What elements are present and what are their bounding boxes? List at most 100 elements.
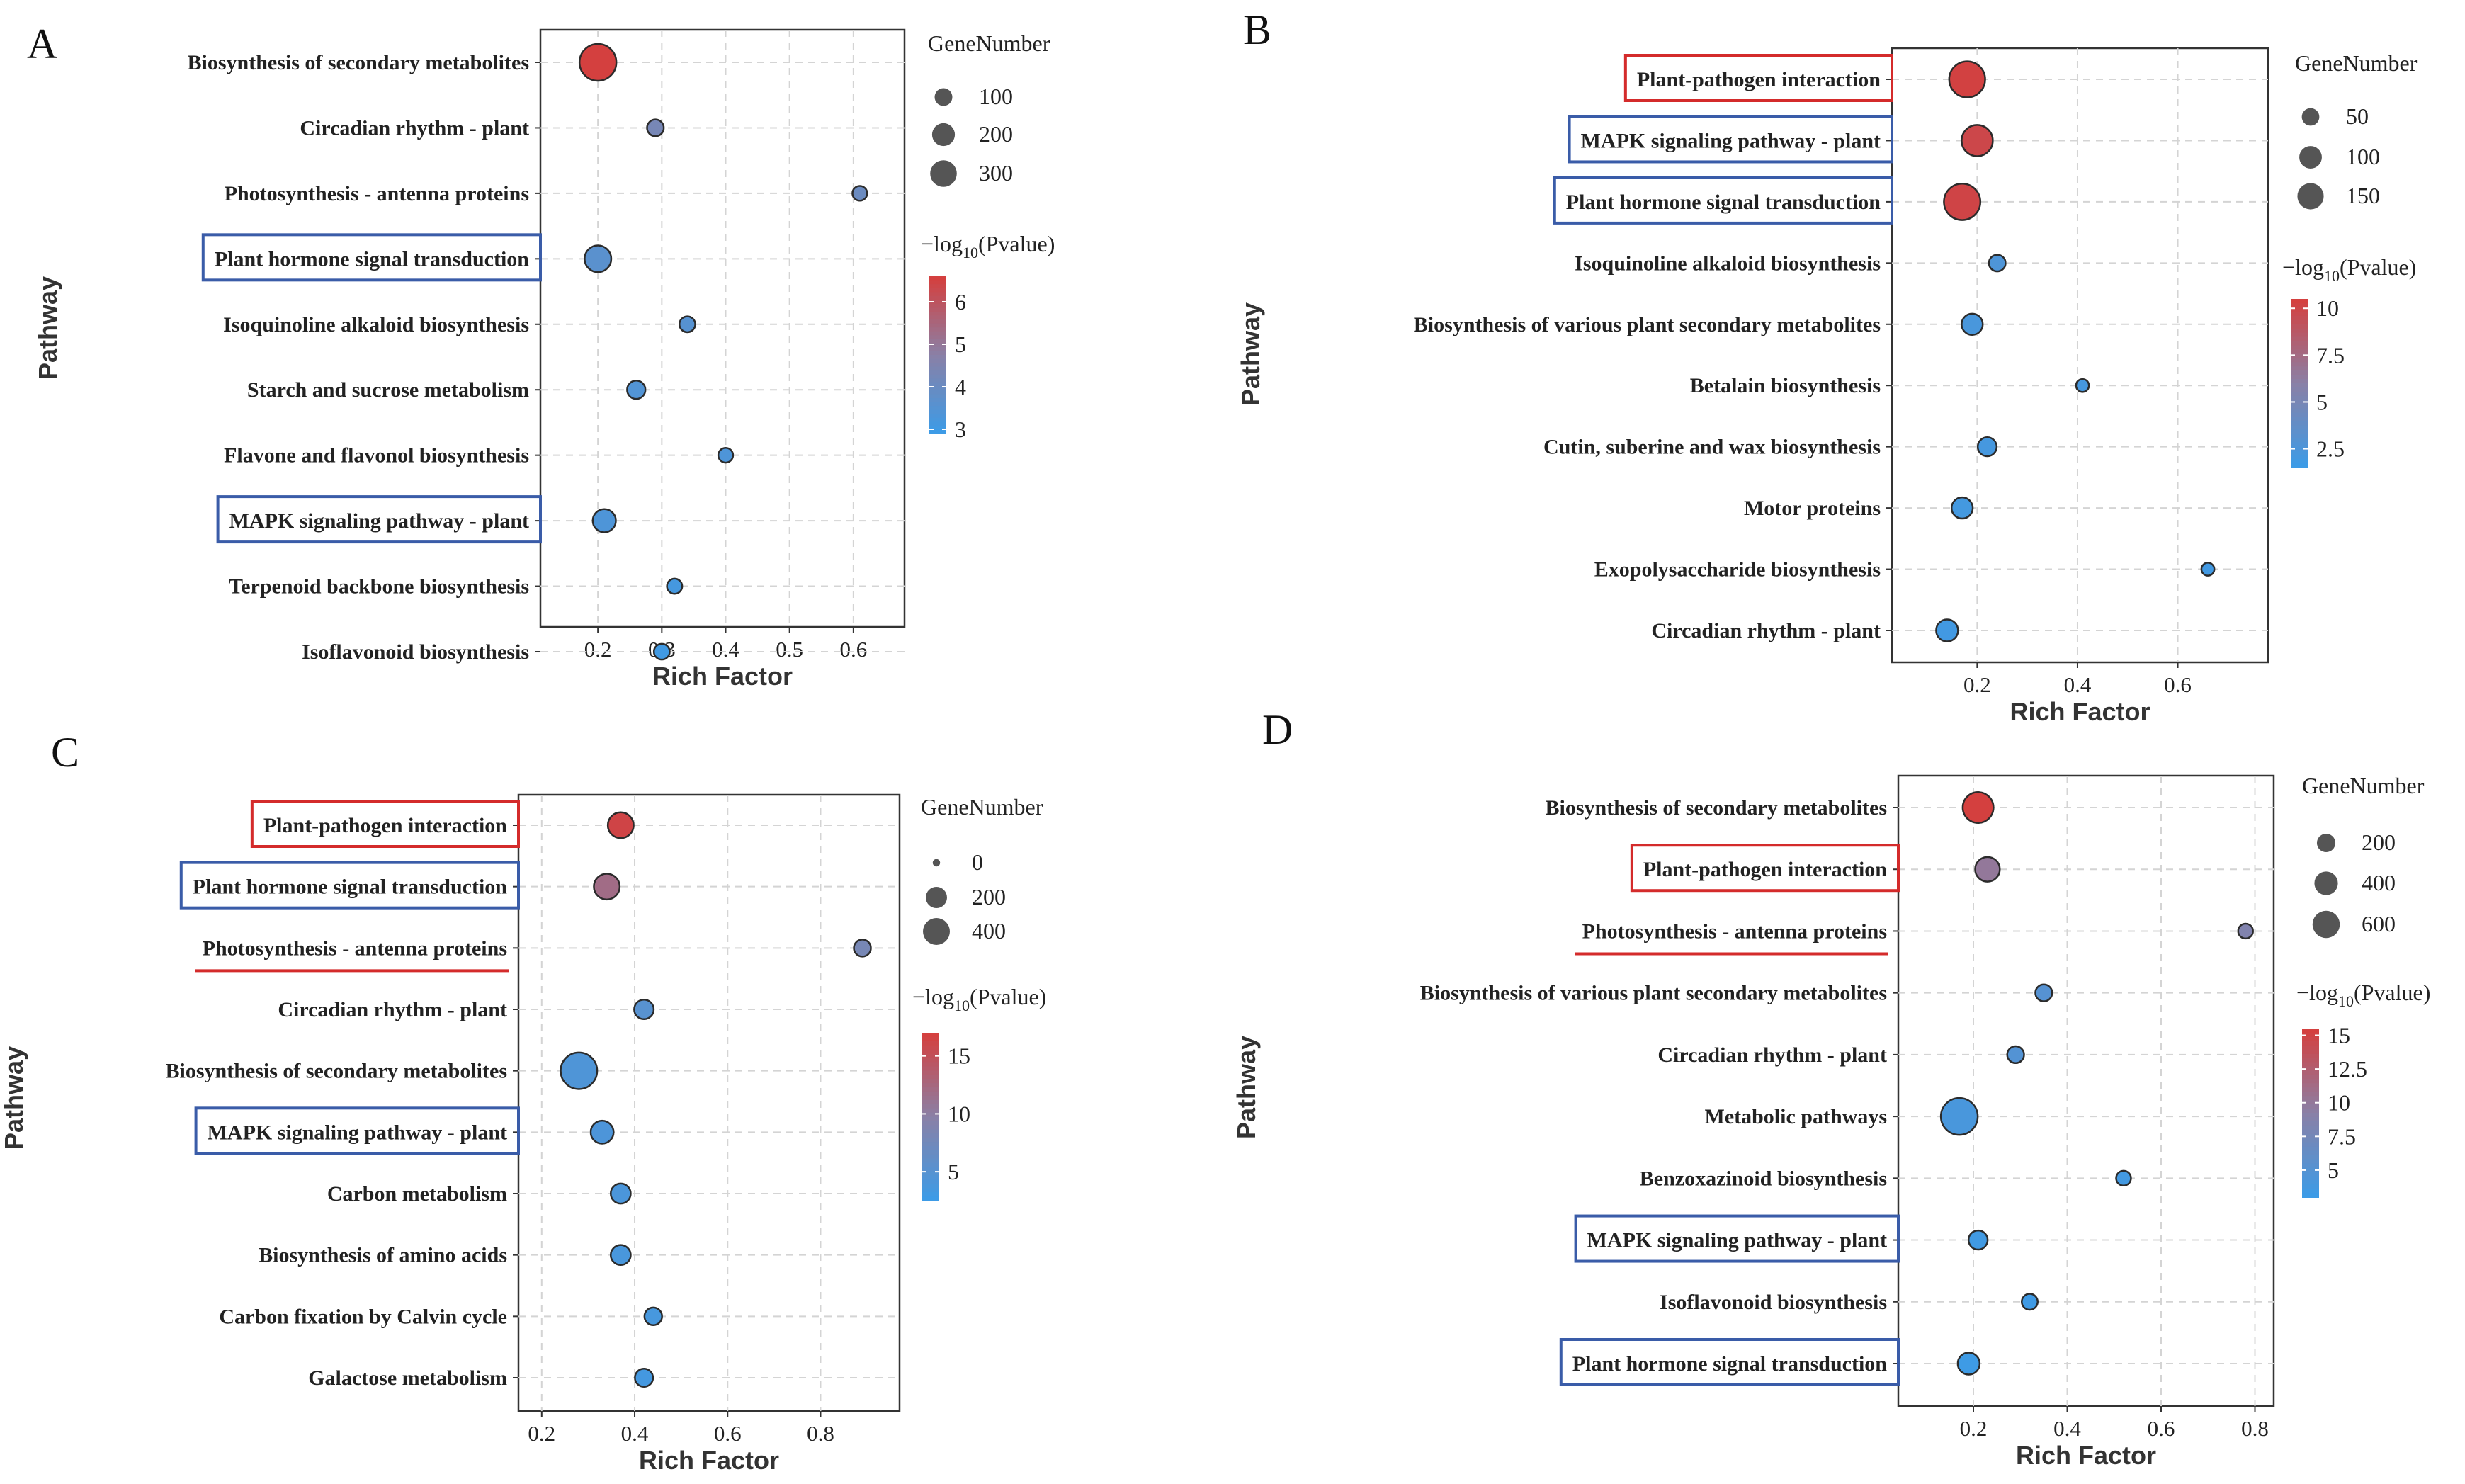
data-point [717,447,735,464]
colorbar-segment [2291,302,2308,308]
colorbar-segment [922,1033,939,1038]
pathway-label: Isoflavonoid biosynthesis [1660,1291,1887,1314]
colorbar-segment [929,300,946,305]
data-point [2200,562,2216,577]
data-point [1956,1352,1981,1376]
x-axis-title: Rich Factor [639,1446,779,1475]
colorbar-segment [922,1095,939,1101]
pathway-label: Metabolic pathways [1705,1105,1888,1128]
colorbar-segment [922,1121,939,1126]
colorbar-label: 5 [955,332,966,357]
colorbar-segment [929,280,946,285]
size-legend-label: 200 [972,884,1006,910]
colorbar-segment [2302,1058,2319,1063]
colorbar-segment [922,1133,939,1139]
colorbar-segment [2291,375,2308,380]
size-legend-dot [931,123,956,147]
size-legend-label: 300 [979,160,1013,186]
colorbar-segment [929,311,946,317]
pathway-label: Biosynthesis of secondary metabolites [188,51,530,74]
data-point [678,315,696,334]
colorbar-segment [929,339,946,344]
size-legend-title: GeneNumber [921,794,1043,820]
data-point [643,1306,663,1327]
colorbar-segment [2302,1036,2319,1042]
colorbar-segment [929,390,946,395]
size-legend-dot [2316,833,2336,853]
data-point [1967,1229,1989,1251]
x-tick-label: 0.4 [621,1421,649,1446]
pathway-label: Starch and sucrose metabolism [247,378,529,402]
size-legend-dot [923,918,950,945]
size-legend-title: GeneNumber [2302,773,2425,798]
colorbar-segment [2291,455,2308,460]
y-axis-title: Pathway [0,1046,28,1150]
size-legend-dot [926,887,947,908]
colorbar-segment [929,414,946,419]
size-legend-dot [2314,871,2338,895]
data-point [2115,1169,2132,1187]
colorbar-segment [929,386,946,391]
colorbar-segment [922,1091,939,1097]
data-point [2006,1045,2025,1065]
pathway-label: Isoflavonoid biosynthesis [302,640,529,664]
colorbar-segment [2291,417,2308,422]
colorbar-segment [2302,1066,2319,1072]
x-tick-label: 0.4 [2064,672,2092,697]
colorbar-segment [2302,1176,2319,1182]
colorbar-segment [922,1036,939,1042]
colorbar-segment [922,1125,939,1131]
colorbar-segment [2291,328,2308,334]
colorbar-label: 6 [955,289,966,315]
colorbar-segment [922,1070,939,1076]
color-legend-title: −log10(Pvalue) [2282,254,2416,285]
colorbar-segment [922,1167,939,1172]
colorbar-segment [922,1175,939,1181]
x-axis-title: Rich Factor [2016,1441,2156,1470]
x-axis-title: Rich Factor [652,662,793,691]
pathway-label: Plant-pathogen interaction [1643,858,1887,881]
colorbar-segment [922,1150,939,1155]
colorbar-segment [2302,1079,2319,1084]
colorbar-segment [2291,299,2308,304]
colorbar-segment [2291,353,2308,359]
data-point [1974,856,2001,883]
pathway-label: Plant hormone signal transduction [1572,1352,1888,1376]
colorbar-segment [2302,1062,2319,1067]
size-legend-dot [930,160,957,187]
color-legend-title: −log10(Pvalue) [912,984,1046,1014]
data-point [1939,1097,1979,1136]
pathway-label: Biosynthesis of amino acids [259,1244,507,1267]
colorbar-segment [2302,1109,2319,1114]
colorbar-segment [2291,451,2308,456]
colorbar-segment [2291,446,2308,452]
colorbar-segment [929,417,946,423]
colorbar-segment [929,319,946,324]
y-axis-title: Pathway [1236,302,1265,406]
colorbar-segment [2291,412,2308,418]
colorbar-segment [922,1184,939,1189]
highlight-box [1559,1338,1900,1386]
colorbar-segment [929,303,946,309]
data-point [1948,60,1986,98]
size-legend-label: 50 [2346,103,2369,129]
colorbar-segment [2302,1133,2319,1139]
colorbar-segment [2302,1184,2319,1190]
colorbar-segment [929,363,946,368]
plot-frame [517,793,901,1412]
pathway-label: Betalain biosynthesis [1690,374,1881,397]
colorbar-segment [929,351,946,356]
colorbar-segment [922,1188,939,1194]
data-point [591,508,617,533]
colorbar-label: 3 [955,417,966,442]
colorbar-segment [2291,319,2308,325]
size-legend-title: GeneNumber [2295,50,2418,76]
colorbar-segment [922,1099,939,1105]
colorbar-segment [2291,434,2308,439]
colorbar-segment [2302,1159,2319,1165]
highlight-box [194,1106,520,1155]
data-point [633,998,655,1021]
data-point [853,939,872,958]
